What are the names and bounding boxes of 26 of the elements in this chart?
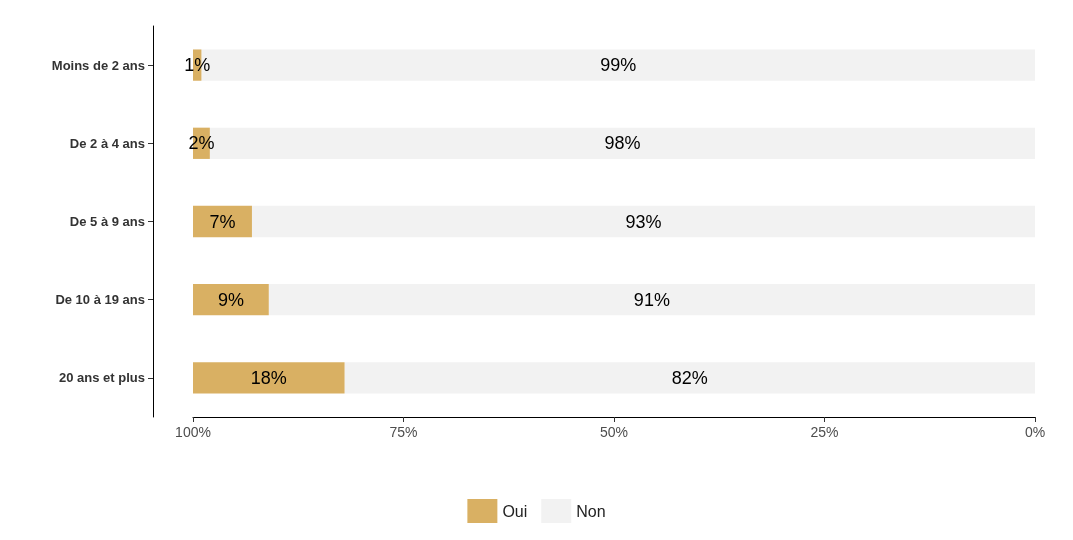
data-label: 7% <box>209 211 236 232</box>
x-tick-label: 100% <box>175 424 211 440</box>
data-label: 91% <box>633 289 670 310</box>
bar <box>193 362 345 394</box>
bar <box>251 205 1035 238</box>
y-tick-label: De 10 à 19 ans <box>55 292 145 308</box>
data-label: 18% <box>250 367 287 388</box>
data-label: 98% <box>604 133 641 154</box>
data-label: 93% <box>625 211 662 232</box>
bar <box>268 284 1035 316</box>
x-tick-label: 0% <box>1024 424 1046 440</box>
legend-label: Non <box>576 502 606 520</box>
bar <box>344 362 1035 394</box>
y-tick-label: 20 ans et plus <box>59 370 145 386</box>
bar <box>193 205 252 238</box>
x-tick-label: 50% <box>599 424 629 440</box>
data-label: 9% <box>217 289 244 310</box>
y-tick-label: De 2 à 4 ans <box>69 135 145 151</box>
data-label: 99% <box>600 55 637 76</box>
y-tick-label: De 5 à 9 ans <box>69 214 145 229</box>
bar <box>193 284 269 316</box>
legend-label: Oui <box>502 502 528 520</box>
data-label: 82% <box>671 367 708 388</box>
x-tick-label: 25% <box>810 424 839 440</box>
y-tick-label: Moins de 2 ans <box>51 57 145 73</box>
x-tick-label: 75% <box>389 424 418 440</box>
